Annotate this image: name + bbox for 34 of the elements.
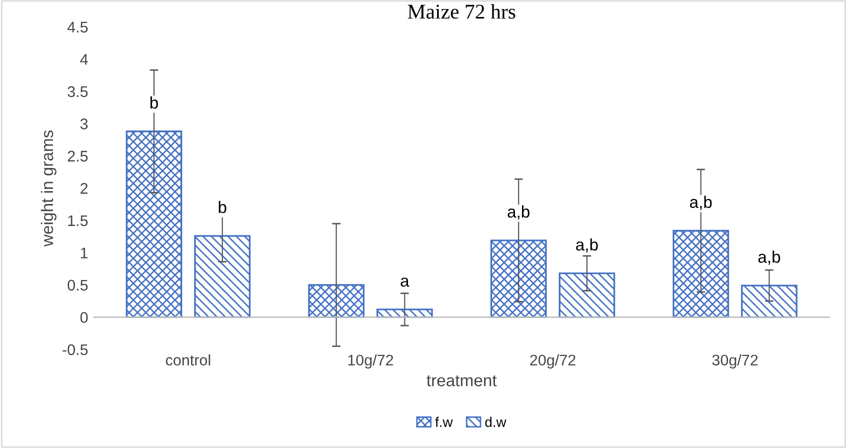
legend-label: f.w (435, 416, 453, 427)
data-label: a,b (576, 238, 598, 253)
data-label: a,b (758, 250, 780, 265)
bar (741, 284, 798, 318)
chart-title: Maize 72 hrs (408, 4, 516, 19)
data-label: a,b (690, 196, 712, 210)
y-tick-label: 4 (80, 54, 88, 65)
x-tick-label: 30g/72 (712, 354, 758, 369)
y-tick-label: -0.5 (62, 344, 88, 356)
x-tick-label: 10g/72 (348, 354, 394, 369)
y-axis-title: weight in grams (40, 130, 56, 247)
y-tick-label: 4.5 (67, 22, 88, 33)
bar (308, 284, 364, 318)
bar (672, 230, 730, 318)
bar (126, 130, 182, 318)
bar (194, 235, 251, 318)
y-tick-label: 3 (80, 118, 88, 130)
x-tick-label: control (166, 354, 210, 366)
data-label: a (400, 278, 410, 287)
data-label: b (150, 96, 158, 109)
data-label: b (218, 200, 226, 214)
y-tick-label: 3.5 (68, 86, 88, 98)
x-axis-title: treatment (426, 375, 497, 386)
y-tick-label: 1.5 (68, 215, 88, 226)
bar (558, 272, 616, 318)
y-tick-label: 2 (80, 183, 88, 194)
y-tick-label: 0 (80, 312, 88, 323)
y-tick-label: 0.5 (68, 280, 88, 291)
legend-label: d.w (485, 416, 506, 427)
bar (490, 240, 547, 318)
y-tick-label: 1 (80, 248, 88, 258)
x-tick-label: 20g/72 (530, 354, 576, 369)
data-label: a,b (508, 205, 530, 220)
y-tick-label: 2.5 (68, 150, 88, 162)
